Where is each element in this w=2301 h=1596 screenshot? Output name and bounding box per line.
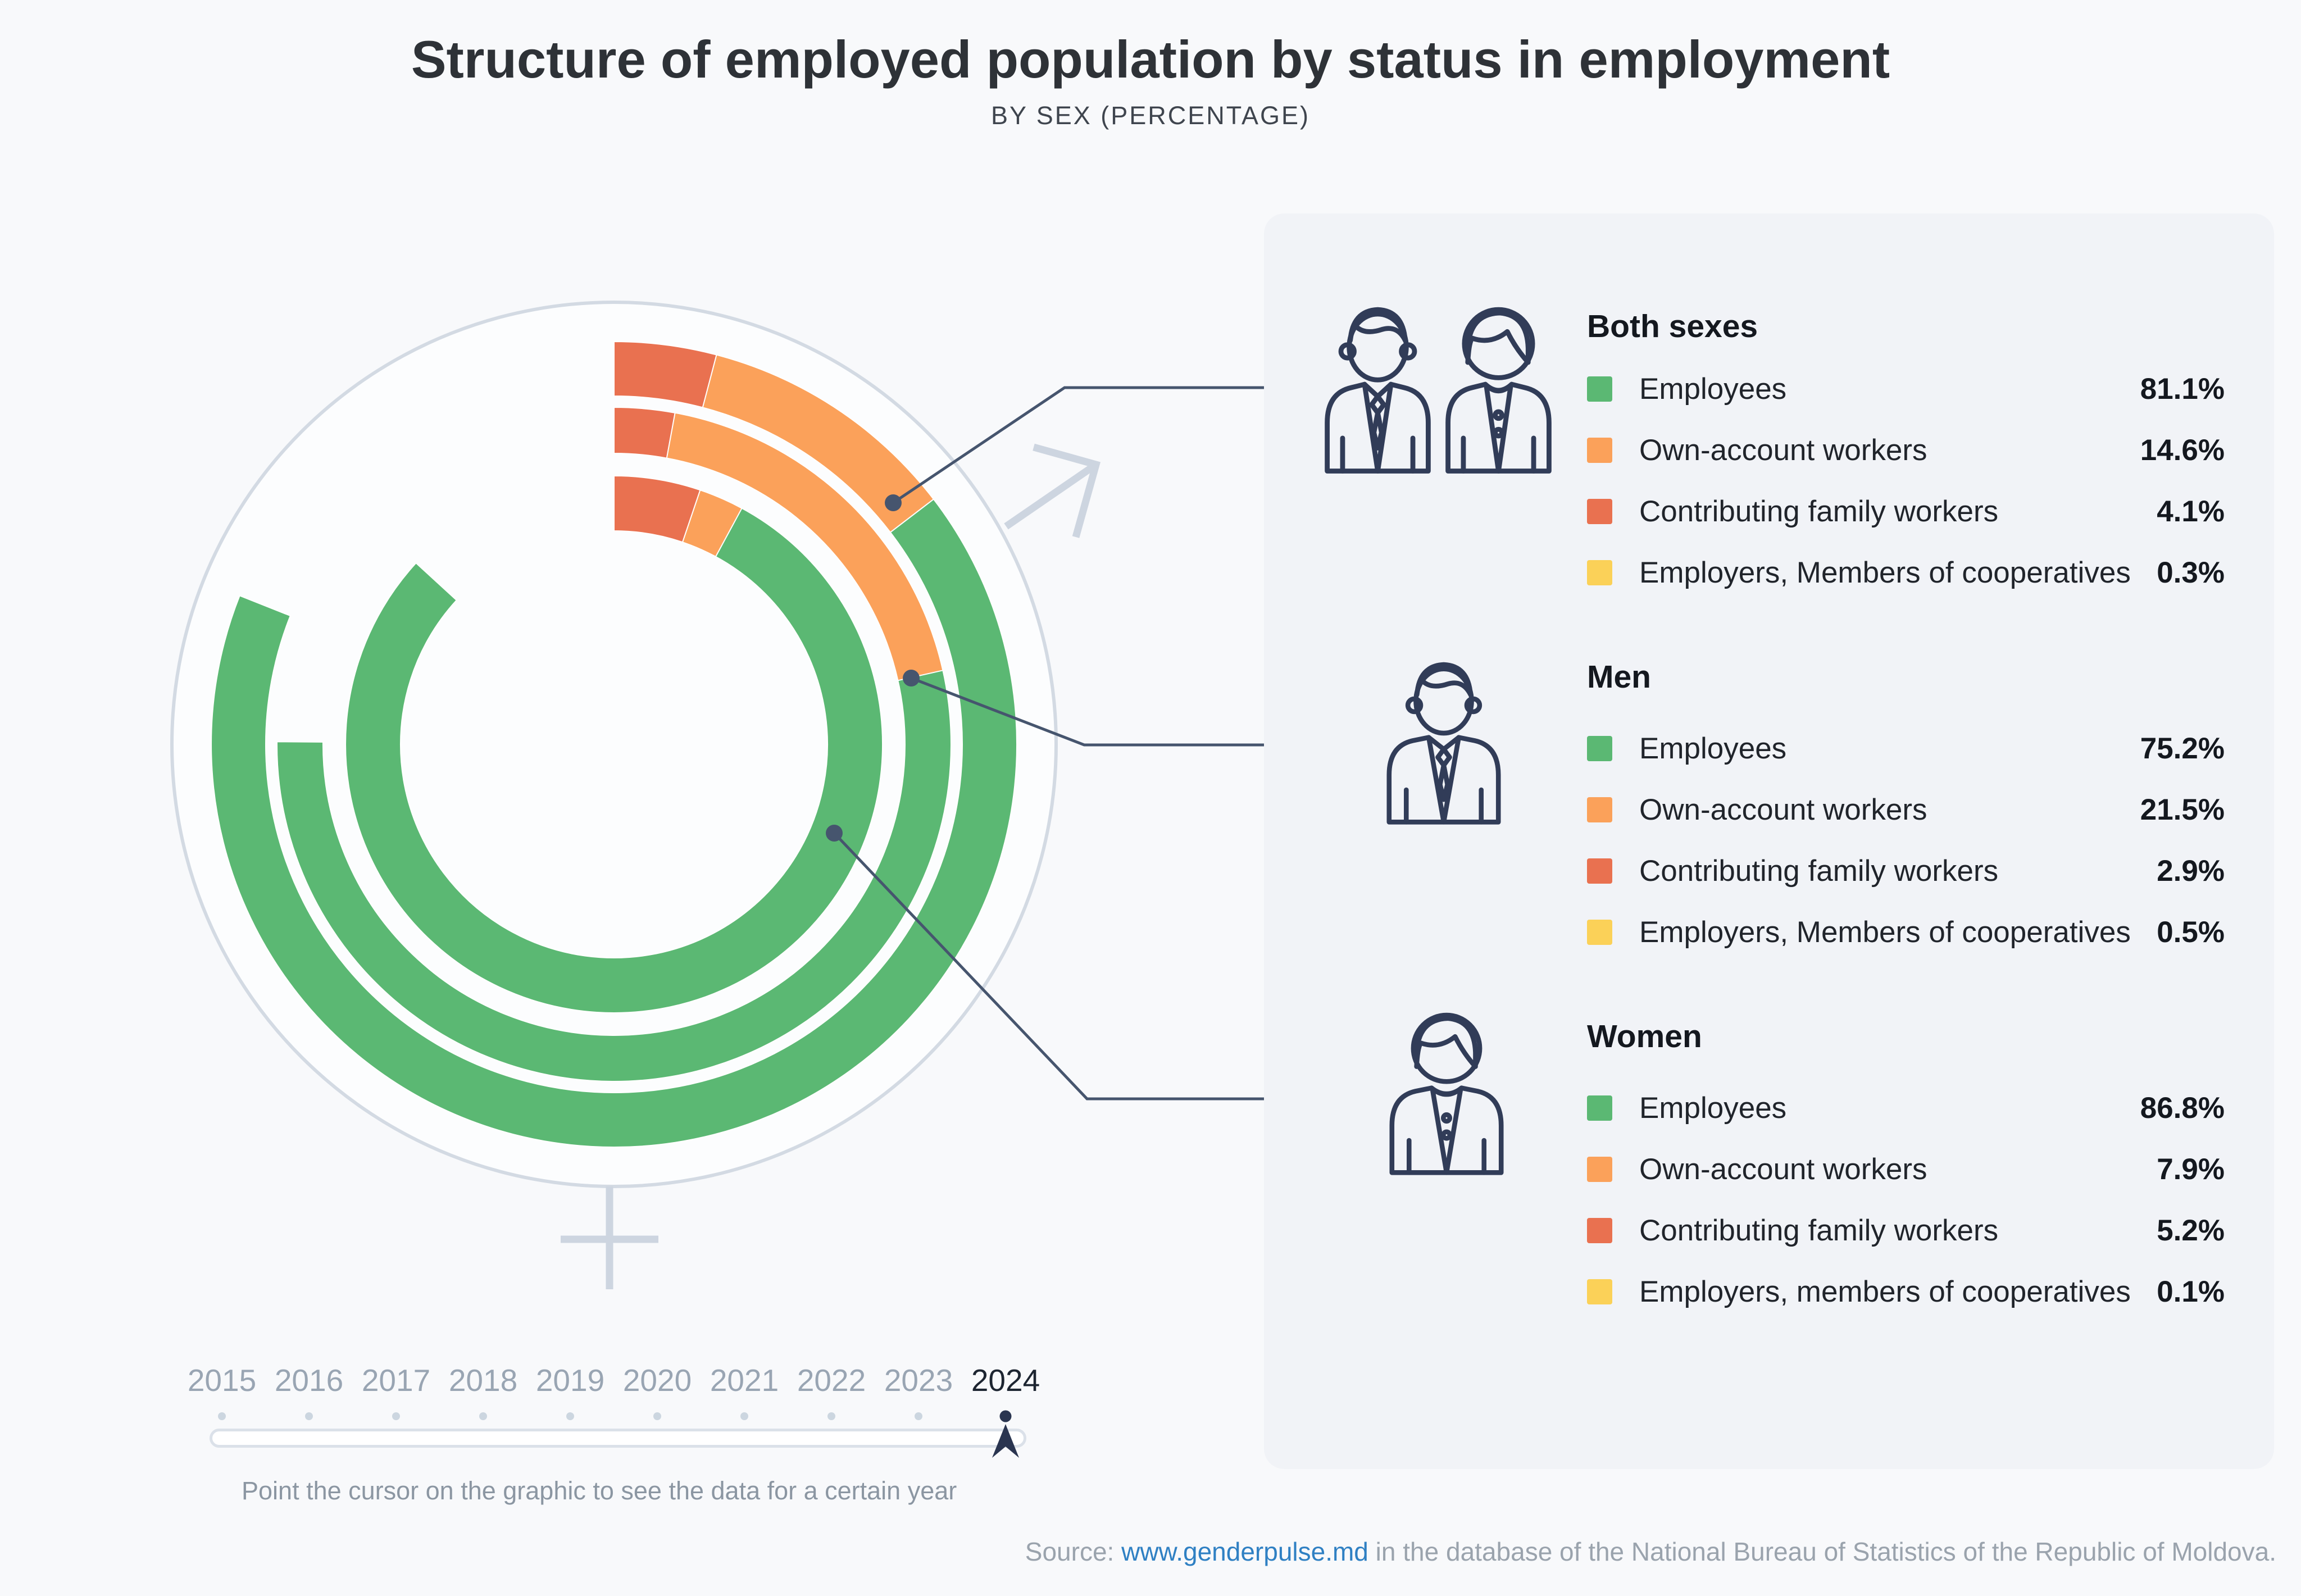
contributing-family-swatch xyxy=(1587,499,1612,524)
page-title: Structure of employed population by stat… xyxy=(411,30,1890,89)
employees-swatch xyxy=(1587,736,1612,761)
legend-row: Own-account workers 7.9% xyxy=(1264,1139,2274,1200)
donut-segment-both-sexes-0[interactable] xyxy=(211,340,1017,1148)
page-subtitle: BY SEX (PERCENTAGE) xyxy=(991,101,1310,130)
own-account-swatch xyxy=(1587,797,1612,822)
employers-swatch xyxy=(1587,920,1612,945)
slider-track[interactable] xyxy=(210,1429,1026,1448)
timeline-year-2017[interactable]: 2017 xyxy=(361,1363,431,1398)
timeline-dot-2019[interactable] xyxy=(566,1412,574,1420)
legend-row: Contributing family workers 5.2% xyxy=(1264,1200,2274,1261)
woman-icon xyxy=(1376,1004,1517,1176)
timeline-year-2015[interactable]: 2015 xyxy=(187,1363,257,1398)
timeline-year-2018[interactable]: 2018 xyxy=(448,1363,518,1398)
legend-row: Employees 81.1% xyxy=(1264,358,2274,420)
timeline-dot-2015[interactable] xyxy=(218,1412,226,1420)
employers-swatch xyxy=(1587,560,1612,585)
own-account-swatch xyxy=(1587,1157,1612,1182)
source-suffix: in the database of the National Bureau o… xyxy=(1368,1537,2276,1566)
timeline-year-2022[interactable]: 2022 xyxy=(797,1363,866,1398)
legend-row: Own-account workers 14.6% xyxy=(1264,420,2274,481)
timeline-dot-2022[interactable] xyxy=(827,1412,835,1420)
legend-row: Contributing family workers 4.1% xyxy=(1264,481,2274,542)
legend-group-title-women: Women xyxy=(1587,1018,1702,1054)
timeline-year-2023[interactable]: 2023 xyxy=(884,1363,953,1398)
donut-segment-men-2[interactable] xyxy=(613,406,676,459)
legend-row: Employers, members of cooperatives 0.1% xyxy=(1264,1261,2274,1322)
employees-swatch xyxy=(1587,376,1612,402)
source-link[interactable]: www.genderpulse.md xyxy=(1121,1537,1368,1566)
contributing-family-swatch xyxy=(1587,1218,1612,1243)
legend-panel: Both sexes Employees 81.1% Own-account w… xyxy=(1264,213,2274,1469)
contributing-family-swatch xyxy=(1587,858,1612,884)
timeline-dot-2024[interactable] xyxy=(999,1410,1012,1422)
donut-rings[interactable] xyxy=(211,340,1017,1148)
legend-row: Employers, Members of cooperatives 0.3% xyxy=(1264,542,2274,603)
own-account-swatch xyxy=(1587,438,1612,463)
male-arrow-icon xyxy=(1004,443,1101,538)
employers-swatch xyxy=(1587,1279,1612,1304)
donut-segment-women-0[interactable] xyxy=(345,475,883,1013)
legend-row: Employees 75.2% xyxy=(1264,718,2274,779)
timeline-dot-2018[interactable] xyxy=(479,1412,487,1420)
legend-row: Employees 86.8% xyxy=(1264,1077,2274,1139)
hover-hint: Point the cursor on the graphic to see t… xyxy=(242,1476,957,1505)
timeline-dot-2016[interactable] xyxy=(305,1412,313,1420)
timeline-dot-2020[interactable] xyxy=(653,1412,661,1420)
legend-group-title-men: Men xyxy=(1587,659,1651,695)
employees-swatch xyxy=(1587,1095,1612,1121)
timeline-year-2019[interactable]: 2019 xyxy=(535,1363,605,1398)
female-cross-icon xyxy=(561,1186,658,1289)
timeline-year-2021[interactable]: 2021 xyxy=(710,1363,779,1398)
timeline-dot-2017[interactable] xyxy=(392,1412,400,1420)
timeline-dot-2023[interactable] xyxy=(915,1412,922,1420)
timeline-year-2024[interactable]: 2024 xyxy=(971,1363,1040,1398)
source-prefix: Source: xyxy=(1025,1537,1122,1566)
man-icon xyxy=(1376,654,1511,825)
donut-segment-both-sexes-2[interactable] xyxy=(613,340,717,408)
timeline-year-2020[interactable]: 2020 xyxy=(622,1363,692,1398)
timeline-dot-2021[interactable] xyxy=(740,1412,748,1420)
legend-group-title-both-sexes: Both sexes xyxy=(1587,308,1758,344)
legend-row: Employers, Members of cooperatives 0.5% xyxy=(1264,902,2274,963)
slider-cursor-icon[interactable] xyxy=(991,1423,1020,1459)
timeline-year-2016[interactable]: 2016 xyxy=(274,1363,344,1398)
source-line: Source: www.genderpulse.md in the databa… xyxy=(1025,1536,2276,1567)
year-slider: 2015 2016 2017 2018 2019 2020 2021 2022 2023 2024 xyxy=(177,1362,1098,1508)
legend-row: Own-account workers 21.5% xyxy=(1264,779,2274,840)
legend-row: Contributing family workers 2.9% xyxy=(1264,840,2274,902)
donut-segment-women-2[interactable] xyxy=(613,475,701,543)
both-sexes-icon xyxy=(1317,297,1559,476)
